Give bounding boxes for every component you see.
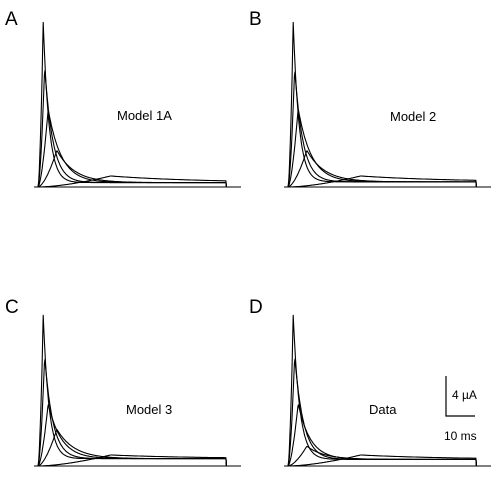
trace-b-4 xyxy=(284,150,491,188)
panel-letter-c: C xyxy=(5,297,19,318)
panel-label-b: Model 2 xyxy=(390,109,436,124)
scale-bar-current-label: 4 µA xyxy=(452,388,477,402)
scale-bar: 4 µA 10 ms xyxy=(444,376,477,443)
trace-a-4 xyxy=(34,150,241,188)
trace-b-2 xyxy=(284,71,491,188)
scale-bar-lines xyxy=(445,376,475,417)
panel-d: D Data xyxy=(249,297,491,467)
trace-a-2 xyxy=(34,69,241,188)
panel-label-a: Model 1A xyxy=(117,108,172,123)
traces-c xyxy=(34,314,241,467)
trace-a-5 xyxy=(34,175,241,188)
panel-letter-b: B xyxy=(249,9,262,30)
panel-c: C Model 3 xyxy=(5,297,241,467)
traces-a xyxy=(34,21,241,188)
panel-b: B Model 2 xyxy=(249,9,491,188)
panel-a: A Model 1A xyxy=(5,9,241,188)
panel-letter-a: A xyxy=(5,9,18,30)
trace-c-4 xyxy=(34,429,241,467)
trace-d-5 xyxy=(284,454,491,467)
scale-bar-time-label: 10 ms xyxy=(444,429,477,443)
trace-d-4 xyxy=(284,445,491,467)
trace-b-3 xyxy=(284,109,491,188)
traces-b xyxy=(284,21,491,188)
panel-letter-d: D xyxy=(249,297,263,318)
panel-label-d: Data xyxy=(369,402,397,417)
traces-d xyxy=(284,314,491,467)
trace-b-5 xyxy=(284,175,491,188)
panel-label-c: Model 3 xyxy=(126,402,172,417)
trace-c-5 xyxy=(34,454,241,467)
